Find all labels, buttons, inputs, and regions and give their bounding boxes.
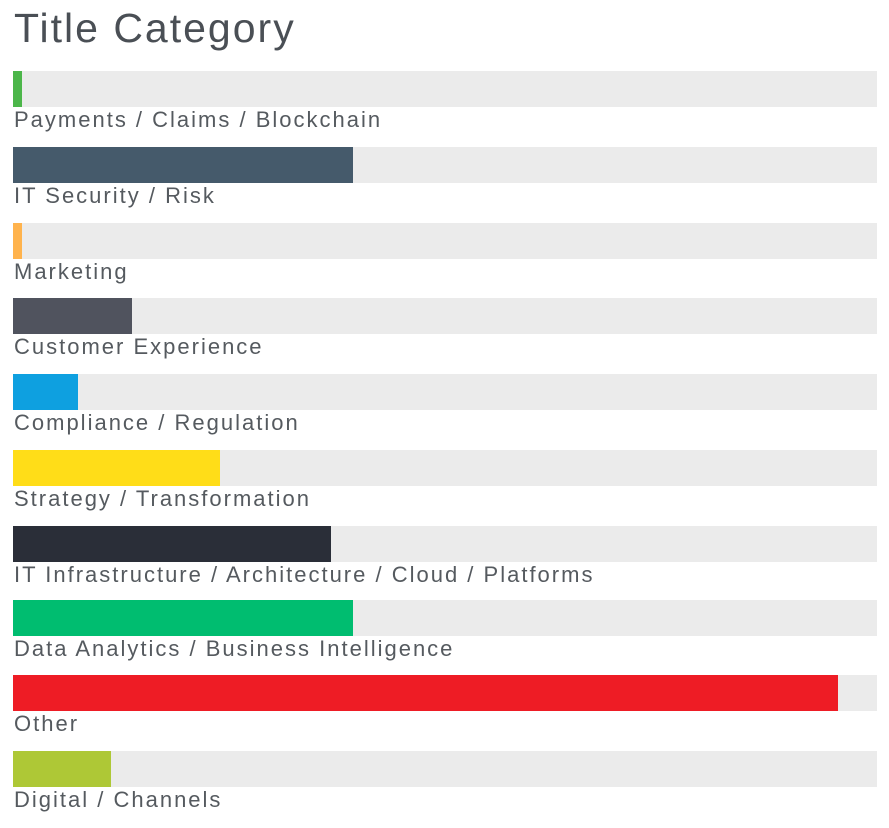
bar-label: Payments / Claims / Blockchain xyxy=(14,107,383,132)
bar-label: Other xyxy=(14,711,80,736)
bar-track xyxy=(13,374,877,410)
bar-label: IT Infrastructure / Architecture / Cloud… xyxy=(14,562,595,587)
bar-track xyxy=(13,600,877,636)
bar-label: Compliance / Regulation xyxy=(14,410,300,435)
bar xyxy=(13,374,78,410)
bar-row: Compliance / Regulation xyxy=(13,374,877,435)
bar-row: Digital / Channels xyxy=(13,751,877,812)
bar-label: Data Analytics / Business Intelligence xyxy=(14,636,455,661)
bar-row: Customer Experience xyxy=(13,298,877,359)
bar-label: Customer Experience xyxy=(14,334,264,359)
bar-row: Strategy / Transformation xyxy=(13,450,877,511)
bar xyxy=(13,298,132,334)
bar xyxy=(13,751,111,787)
bar-track xyxy=(13,450,877,486)
bar-label: Marketing xyxy=(14,259,129,284)
bar xyxy=(13,223,22,259)
bar-track xyxy=(13,147,877,183)
bar-label: Digital / Channels xyxy=(14,787,223,812)
bar xyxy=(13,147,353,183)
bar-row: IT Infrastructure / Architecture / Cloud… xyxy=(13,526,877,587)
bar-row: IT Security / Risk xyxy=(13,147,877,208)
chart-title: Title Category xyxy=(14,5,296,51)
bar-row: Other xyxy=(13,675,877,736)
bar-track xyxy=(13,298,877,334)
bar-track xyxy=(13,71,877,107)
bar-track xyxy=(13,526,877,562)
bar-label: Strategy / Transformation xyxy=(14,486,311,511)
bar-track xyxy=(13,751,877,787)
bar xyxy=(13,71,22,107)
bar-row: Payments / Claims / Blockchain xyxy=(13,71,877,132)
bar-track xyxy=(13,675,877,711)
bar xyxy=(13,450,220,486)
bar-row: Marketing xyxy=(13,223,877,284)
bar xyxy=(13,675,838,711)
bar-row: Data Analytics / Business Intelligence xyxy=(13,600,877,661)
bar-track xyxy=(13,223,877,259)
bar xyxy=(13,600,353,636)
bar-label: IT Security / Risk xyxy=(14,183,216,208)
bar xyxy=(13,526,331,562)
